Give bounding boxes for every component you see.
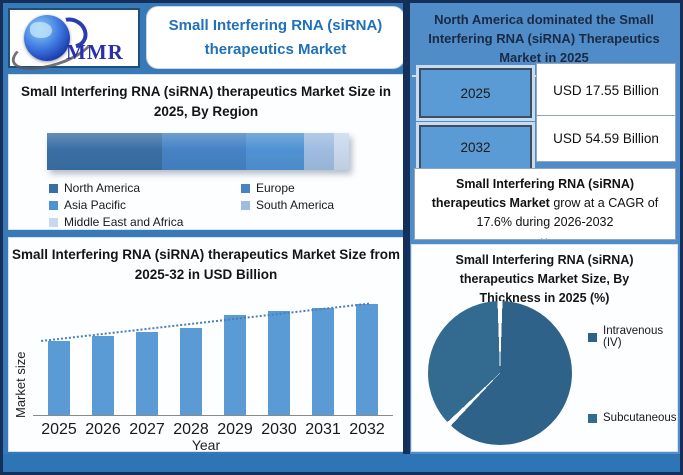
right-column: North America dominated the Small Interf… bbox=[410, 3, 680, 472]
legend-label: Subcutaneous bbox=[603, 412, 677, 424]
legend-item: Middle East and Africa bbox=[49, 215, 241, 229]
region-legend: North America Europe Asia Pacific South Ame… bbox=[49, 181, 397, 229]
year-chart-panel: Small Interfering RNA (siRNA) therapeuti… bbox=[8, 237, 404, 453]
year-2032-box: 2032 bbox=[419, 125, 532, 170]
region-segment bbox=[246, 133, 304, 170]
legend-marker-icon bbox=[49, 200, 58, 210]
legend-marker-icon bbox=[241, 183, 250, 193]
legend-label: Middle East and Africa bbox=[64, 215, 184, 229]
x-tick-label: 2025 bbox=[41, 421, 77, 438]
x-tick-label: 2032 bbox=[349, 421, 385, 438]
pie-chart-panel: Small Interfering RNA (siRNA) therapeuti… bbox=[411, 244, 678, 452]
legend-label: Intravenous (IV) bbox=[603, 325, 664, 349]
bar-2029 bbox=[224, 315, 246, 415]
legend-label: Europe bbox=[256, 181, 295, 195]
x-tick-label: 2029 bbox=[217, 421, 253, 438]
bar-2031 bbox=[312, 308, 334, 415]
region-stacked-bar bbox=[47, 133, 349, 170]
year-2025-label: 2025 bbox=[460, 85, 491, 101]
cagr-box: Small Interfering RNA (siRNA) therapeuti… bbox=[414, 168, 676, 242]
legend-marker-icon bbox=[49, 183, 58, 193]
legend-item: South America bbox=[241, 198, 397, 212]
pie-chart-title: Small Interfering RNA (siRNA) therapeuti… bbox=[455, 253, 634, 305]
year-2032-label: 2032 bbox=[460, 140, 491, 155]
x-tick-label: 2026 bbox=[85, 421, 121, 438]
pie-legend: Intravenous (IV) Subcutaneous bbox=[588, 325, 677, 424]
bar-2026 bbox=[92, 336, 114, 415]
bar-2030 bbox=[268, 311, 290, 415]
bar-2032 bbox=[356, 304, 378, 415]
main-title-panel: Small Interfering RNA (siRNA) therapeuti… bbox=[146, 6, 405, 69]
x-tick-label: 2030 bbox=[261, 421, 297, 438]
region-segment bbox=[333, 133, 349, 170]
x-labels: 2025 2026 2027 2028 2029 2030 2031 2032 bbox=[33, 421, 393, 439]
year-chart-title: Small Interfering RNA (siRNA) therapeuti… bbox=[11, 247, 401, 283]
value-2032-box: USD 54.59 Billion bbox=[536, 115, 676, 162]
main-title: Small Interfering RNA (siRNA) therapeuti… bbox=[168, 17, 383, 58]
legend-item: Intravenous (IV) bbox=[588, 325, 677, 349]
bar-2028 bbox=[180, 328, 202, 415]
value-2025-box: USD 17.55 Billion bbox=[536, 63, 676, 118]
cagr-footnote: .. bbox=[540, 231, 550, 242]
legend-label: South America bbox=[256, 198, 335, 212]
year-bars bbox=[33, 302, 393, 416]
year-2025-box: 2025 bbox=[419, 68, 532, 118]
cagr-text-bold: Small Interfering RNA (siRNA) therapeuti… bbox=[431, 177, 635, 210]
legend-label: North America bbox=[64, 181, 141, 195]
region-segment bbox=[161, 133, 247, 170]
cagr-text-rest: grow at a CAGR of 17.6% during 2026-2032 bbox=[476, 195, 659, 229]
region-segment bbox=[303, 133, 334, 170]
globe-icon bbox=[24, 15, 70, 61]
column-divider bbox=[403, 3, 410, 472]
legend-item: Europe bbox=[241, 181, 397, 195]
x-axis-label: Year bbox=[191, 437, 221, 453]
thickness-pie bbox=[428, 301, 572, 445]
x-tick-label: 2028 bbox=[173, 421, 209, 438]
logo-panel: MMR bbox=[6, 8, 140, 79]
legend-marker-icon bbox=[588, 413, 597, 423]
legend-item: Asia Pacific bbox=[49, 198, 241, 212]
x-tick-label: 2027 bbox=[129, 421, 165, 438]
legend-marker-icon bbox=[588, 332, 597, 342]
logo-text: MMR bbox=[66, 40, 124, 64]
bar-2027 bbox=[136, 332, 158, 415]
region-chart-panel: Small Interfering RNA (siRNA) therapeuti… bbox=[8, 74, 404, 230]
legend-item: North America bbox=[49, 181, 241, 195]
y-axis-label: Market size bbox=[13, 351, 28, 418]
legend-marker-icon bbox=[49, 217, 58, 227]
region-segment bbox=[47, 133, 162, 170]
legend-marker-icon bbox=[241, 200, 250, 210]
legend-label: Asia Pacific bbox=[64, 198, 127, 212]
legend-item: Subcutaneous bbox=[588, 412, 677, 424]
value-2032-label: USD 54.59 Billion bbox=[553, 131, 659, 146]
bar-2025 bbox=[48, 341, 70, 415]
value-2025-label: USD 17.55 Billion bbox=[553, 83, 659, 98]
bottom-strip bbox=[3, 454, 680, 472]
region-chart-title: Small Interfering RNA (siRNA) therapeuti… bbox=[20, 84, 392, 120]
x-tick-label: 2031 bbox=[305, 421, 341, 438]
